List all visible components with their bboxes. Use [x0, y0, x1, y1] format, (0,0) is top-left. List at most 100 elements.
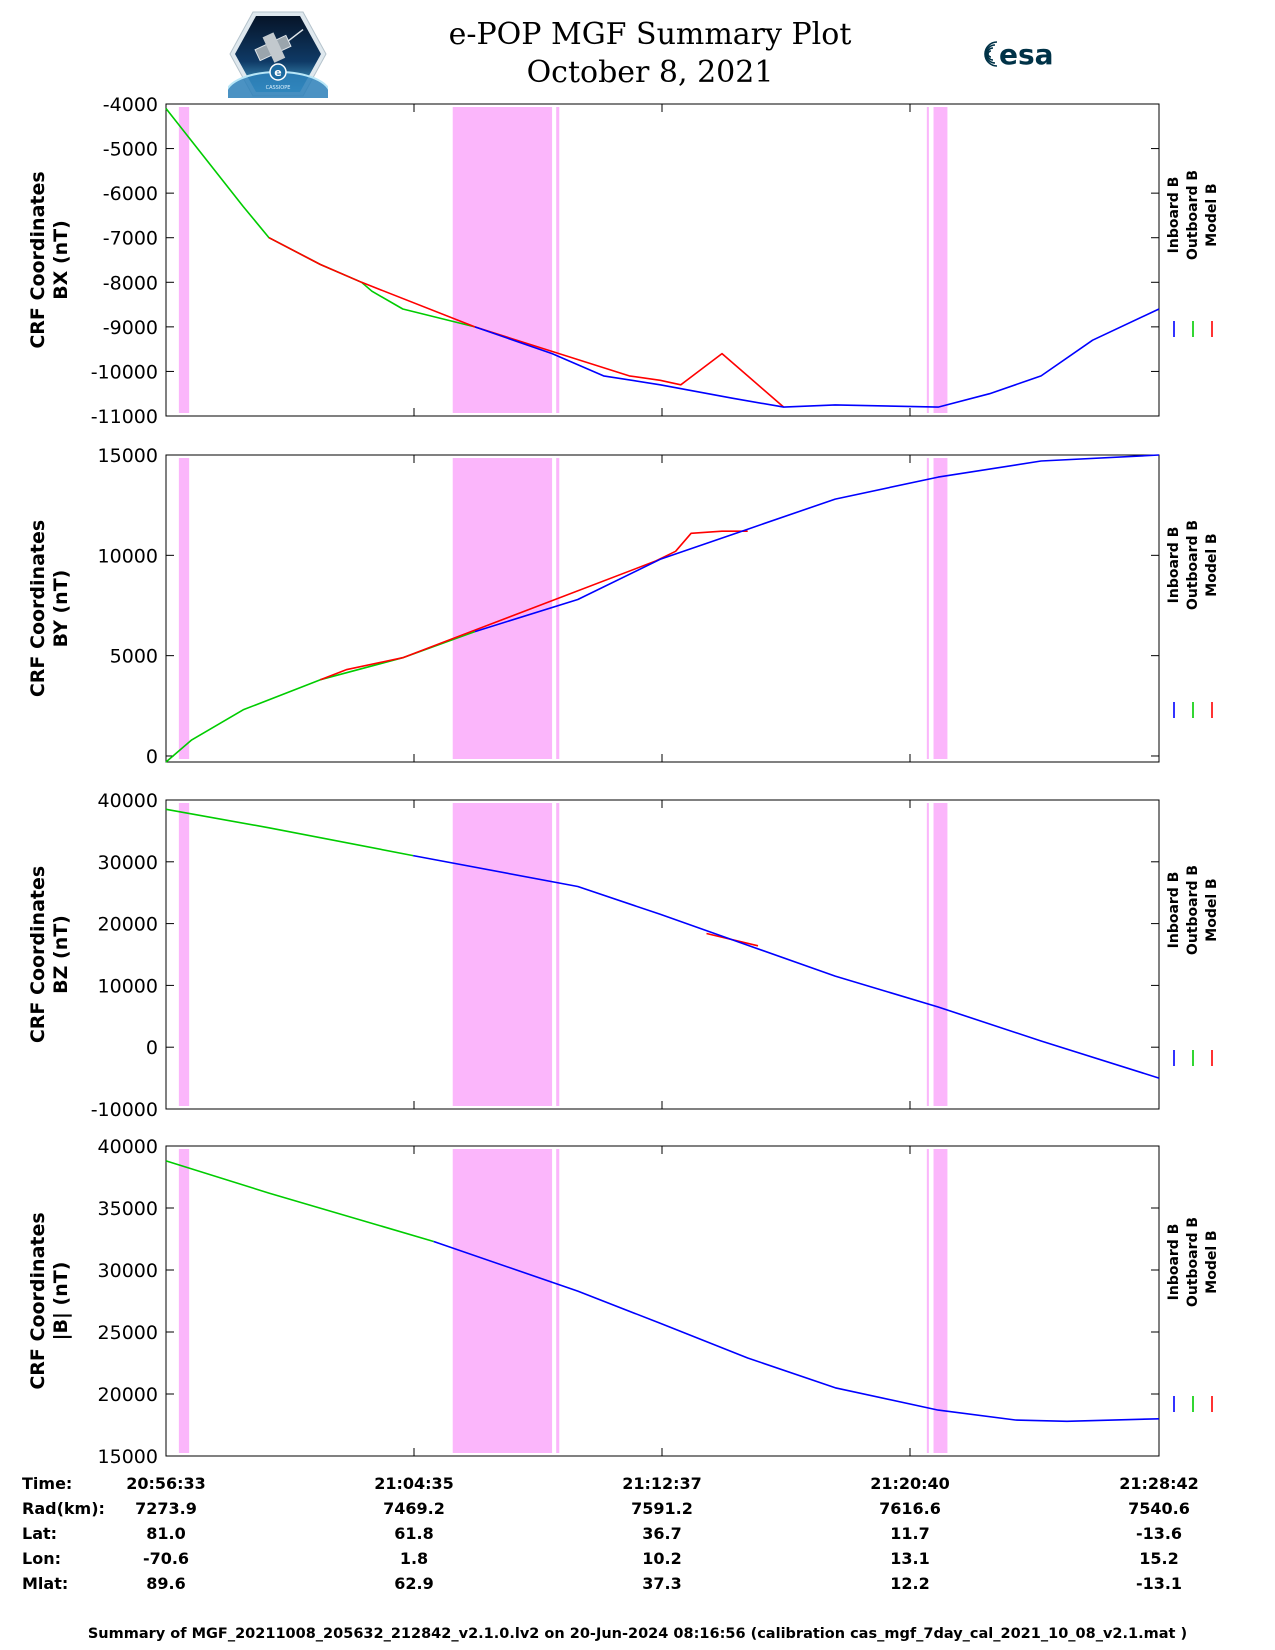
- series-line-outboard-b: [165, 630, 476, 763]
- series-line-outboard-b: [165, 808, 414, 857]
- table-cell: 7273.9: [135, 1499, 197, 1518]
- table-row-label: Mlat:: [22, 1574, 68, 1593]
- esa-logo-text: esa: [999, 38, 1054, 71]
- y-tick-label: 35000: [98, 1198, 158, 1220]
- legend-label: Outboard B: [1185, 520, 1201, 610]
- y-tick-label: -5000: [103, 139, 158, 161]
- legend-label: Model B: [1204, 183, 1220, 246]
- y-tick-label: 20000: [98, 1384, 158, 1406]
- shaded-band: [933, 1149, 948, 1453]
- footer-summary: Summary of MGF_20211008_205632_212842_v2…: [87, 1626, 1188, 1642]
- shaded-band: [452, 803, 553, 1106]
- table-row-label: Lon:: [22, 1549, 61, 1568]
- y-tick-label: 5000: [110, 646, 158, 668]
- table-cell: 12.2: [890, 1574, 929, 1593]
- shaded-band: [452, 107, 553, 413]
- table-cell: 62.9: [394, 1574, 433, 1593]
- y-axis-label-line-2: BY (nT): [50, 570, 72, 648]
- legend: Inboard B Outboard B Model B: [1166, 520, 1220, 718]
- cassiope-logo-caption: CASSIOPE: [266, 85, 291, 91]
- plot-frame: [165, 103, 1160, 417]
- shaded-band: [926, 1149, 929, 1453]
- shaded-band: [452, 1149, 553, 1453]
- panel-4: 40000 35000 30000 25000 20000 15000 CRF Coordi…: [27, 1136, 1220, 1468]
- legend-label: Outboard B: [1185, 170, 1201, 260]
- table-row-label: Time:: [22, 1474, 72, 1493]
- y-tick-label: 15000: [98, 1446, 158, 1468]
- shaded-band: [556, 803, 560, 1106]
- cassiope-logo-mark: e: [274, 66, 281, 79]
- table-cell: 7591.2: [631, 1499, 693, 1518]
- table-cell: 61.8: [394, 1524, 433, 1543]
- shaded-band: [452, 458, 553, 759]
- y-tick-label: -10000: [91, 1099, 158, 1121]
- legend-label: Inboard B: [1166, 1224, 1182, 1301]
- y-axis-label-line-1: CRF Coordinates: [27, 520, 49, 697]
- table-cell: 81.0: [146, 1524, 185, 1543]
- table-cell: 37.3: [642, 1574, 681, 1593]
- y-tick-label: 40000: [98, 1136, 158, 1158]
- shaded-band: [556, 1149, 560, 1453]
- y-tick-label: -4000: [103, 94, 158, 116]
- y-tick-label: 40000: [98, 790, 158, 812]
- y-axis-label: CRF CoordinatesBX (nT): [27, 171, 72, 348]
- shaded-band: [178, 458, 190, 759]
- series-line-outboard-b: [165, 108, 476, 328]
- y-axis-label-line-2: |B| (nT): [50, 1262, 72, 1341]
- table-cell: 89.6: [146, 1574, 185, 1593]
- table-cell: 22.527: [631, 1599, 693, 1600]
- y-axis-label: CRF Coordinates|B| (nT): [27, 1212, 72, 1389]
- table-cell: 36.7: [642, 1524, 681, 1543]
- y-tick-label: -6000: [103, 183, 158, 205]
- table-cell: 22.505: [1128, 1599, 1190, 1600]
- y-tick-label: 20000: [98, 914, 158, 936]
- table-cell: 10.2: [642, 1549, 681, 1568]
- table-cell: -70.6: [143, 1549, 189, 1568]
- shaded-band: [556, 107, 560, 413]
- table-cell: 7469.2: [383, 1499, 445, 1518]
- y-axis-label-line-1: CRF Coordinates: [27, 171, 49, 348]
- title-line-2: October 8, 2021: [526, 55, 774, 90]
- y-axis-label: CRF CoordinatesBZ (nT): [27, 866, 72, 1043]
- shaded-band: [933, 458, 948, 759]
- table-cell: 1.124: [141, 1599, 192, 1600]
- shaded-band: [178, 107, 190, 413]
- y-tick-label: 30000: [98, 1260, 158, 1282]
- table-cell: 21:20:40: [870, 1474, 950, 1493]
- plot-frame: [165, 799, 1160, 1110]
- y-tick-label: -10000: [91, 361, 158, 383]
- panel-1: -4000 -5000 -6000 -7000 -8000 -9000 -10000 -110…: [27, 94, 1220, 428]
- y-tick-label: 10000: [98, 975, 158, 997]
- chart-area: -4000 -5000 -6000 -7000 -8000 -9000 -10000 -110…: [22, 94, 1220, 1600]
- shaded-band: [933, 107, 948, 413]
- legend-label: Inboard B: [1166, 177, 1182, 254]
- legend: Inboard B Outboard B Model B: [1166, 865, 1220, 1066]
- y-tick-label: -9000: [103, 317, 158, 339]
- y-tick-label: 25000: [98, 1322, 158, 1344]
- legend: Inboard B Outboard B Model B: [1166, 1217, 1220, 1412]
- legend-label: Outboard B: [1185, 865, 1201, 955]
- shaded-band: [926, 458, 929, 759]
- table-cell: 1.8: [400, 1549, 428, 1568]
- series-line-model-b: [320, 530, 748, 681]
- y-tick-label: -11000: [91, 406, 158, 428]
- y-tick-label: 30000: [98, 852, 158, 874]
- cassiope-logo: e CASSIOPE: [228, 11, 328, 98]
- y-tick-label: 0: [146, 1037, 158, 1059]
- table-row-label: Mlt:: [22, 1599, 57, 1600]
- series-line-inboard-b: [474, 454, 1160, 633]
- plot-frame: [165, 1145, 1160, 1457]
- shaded-band: [926, 803, 929, 1106]
- table-cell: 21:12:37: [622, 1474, 702, 1493]
- legend-label: Model B: [1204, 1230, 1220, 1293]
- legend-label: Inboard B: [1166, 872, 1182, 949]
- esa-logo: esa: [984, 38, 1054, 71]
- series-line-model-b: [268, 236, 785, 408]
- legend-label: Model B: [1204, 533, 1220, 596]
- y-axis-label: CRF CoordinatesBY (nT): [27, 520, 72, 697]
- table-row-label: Lat:: [22, 1524, 57, 1543]
- y-tick-label: 10000: [98, 545, 158, 567]
- table-cell: -13.6: [1136, 1524, 1182, 1543]
- shaded-band: [933, 803, 948, 1106]
- shaded-band: [556, 458, 560, 759]
